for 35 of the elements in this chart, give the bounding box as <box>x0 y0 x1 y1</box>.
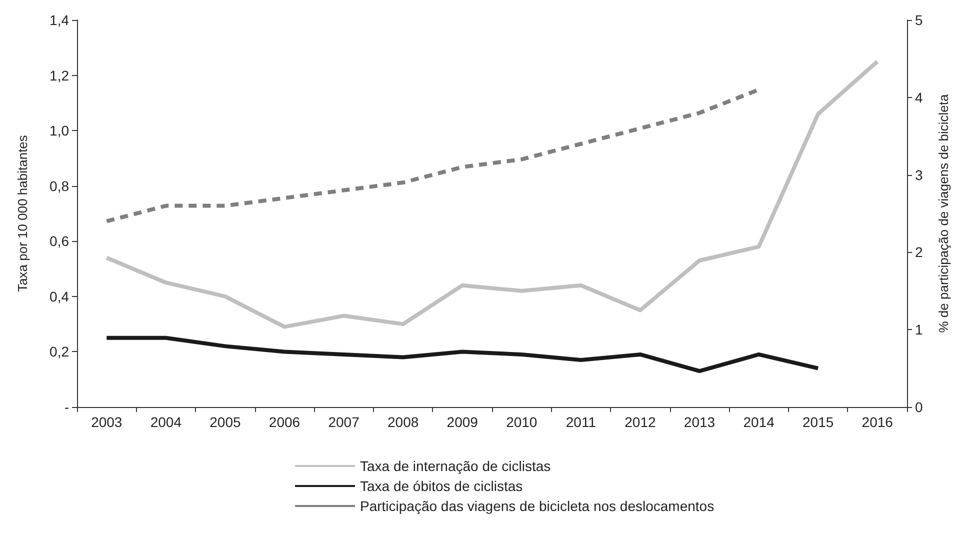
legend-label: Taxa de internação de ciclistas <box>360 458 551 474</box>
x-tick-label: 2016 <box>862 414 894 430</box>
x-tick-label: 2015 <box>802 414 834 430</box>
y-tick-label: 0,8 <box>50 178 70 194</box>
y2-tick-label: 2 <box>915 244 923 260</box>
y2-tick-label: 0 <box>915 399 923 415</box>
line-series <box>104 336 820 374</box>
x-tick-label: 2011 <box>566 414 596 430</box>
x-tick-label: 2012 <box>624 414 656 430</box>
x-tick-label: 2005 <box>210 414 241 430</box>
y-tick-label: 0,6 <box>50 233 70 250</box>
x-tick-label: 2014 <box>743 414 775 430</box>
x-tick-label: 2007 <box>328 414 360 430</box>
y2-axis-title: % de participação de viagens de bicicleta <box>936 93 951 333</box>
x-tick-label: 2003 <box>91 414 122 430</box>
y2-tick-label: 5 <box>915 12 923 28</box>
y2-tick-label: 1 <box>915 322 923 338</box>
legend-label: Taxa de óbitos de ciclistas <box>360 478 523 494</box>
y2-tick-label: 3 <box>915 166 923 183</box>
y-tick-label: 1,4 <box>50 12 70 28</box>
x-tick-label: 2004 <box>150 414 182 430</box>
y-tick-label: 0,4 <box>50 288 70 304</box>
y-tick-label: 1,2 <box>50 67 70 84</box>
x-tick-label: 2008 <box>387 414 419 430</box>
line-series <box>104 59 880 329</box>
y-axis-title: Taxa por 10 000 habitantes <box>15 134 30 292</box>
y-tick-label: - <box>64 399 70 415</box>
x-tick-label: 2006 <box>268 414 300 430</box>
legend-label: Participação das viagens de bicicleta nos deslocamentos <box>360 498 714 514</box>
y2-tick-label: 4 <box>915 89 923 106</box>
x-tick-label: 2010 <box>506 414 538 430</box>
x-tick-label: 2009 <box>446 414 478 430</box>
y-tick-label: 1,0 <box>50 122 70 139</box>
x-tick-label: 2013 <box>684 414 716 430</box>
y-tick-label: 0,2 <box>50 344 70 360</box>
